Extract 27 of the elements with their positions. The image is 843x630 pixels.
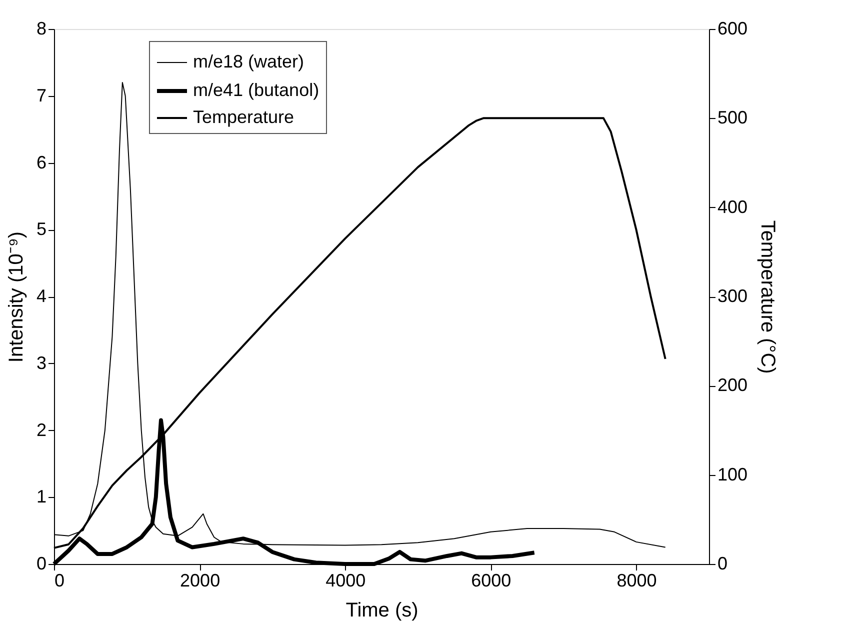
y-tick-label: 7 bbox=[36, 85, 46, 106]
x-tick-label: 8000 bbox=[616, 570, 657, 590]
y2-tick-label: 200 bbox=[718, 375, 748, 396]
y2-tick-label: 500 bbox=[718, 108, 748, 128]
y-tick-label: 4 bbox=[36, 286, 46, 306]
legend-label: m/e41 (butanol) bbox=[193, 80, 320, 100]
x-tick-label: 6000 bbox=[471, 570, 512, 590]
x-tick-label: 2000 bbox=[180, 570, 220, 590]
y2-tick-label: 0 bbox=[718, 554, 728, 574]
y-tick-label: 6 bbox=[36, 152, 46, 172]
y-tick-label: 5 bbox=[36, 219, 46, 240]
x-tick-label: 4000 bbox=[326, 570, 366, 590]
y-tick-label: 8 bbox=[36, 18, 46, 38]
y2-tick-label: 300 bbox=[718, 286, 748, 306]
y2-tick-label: 600 bbox=[718, 18, 748, 38]
x-axis-title: Time (s) bbox=[346, 600, 418, 622]
y-tick-label: 0 bbox=[36, 554, 46, 574]
y-tick-label: 1 bbox=[36, 486, 46, 507]
y-tick-label: 2 bbox=[36, 420, 46, 440]
y2-axis-title: Temperature (°C) bbox=[756, 220, 779, 374]
y-tick-label: 3 bbox=[36, 352, 46, 373]
legend-label: Temperature bbox=[193, 107, 294, 127]
y-axis-title: Intensity (10⁻⁹) bbox=[5, 231, 28, 363]
legend-label: m/e18 (water) bbox=[193, 52, 304, 72]
x-tick-label: 0 bbox=[54, 570, 65, 590]
y2-tick-label: 400 bbox=[718, 196, 748, 217]
y2-tick-label: 100 bbox=[718, 464, 748, 484]
